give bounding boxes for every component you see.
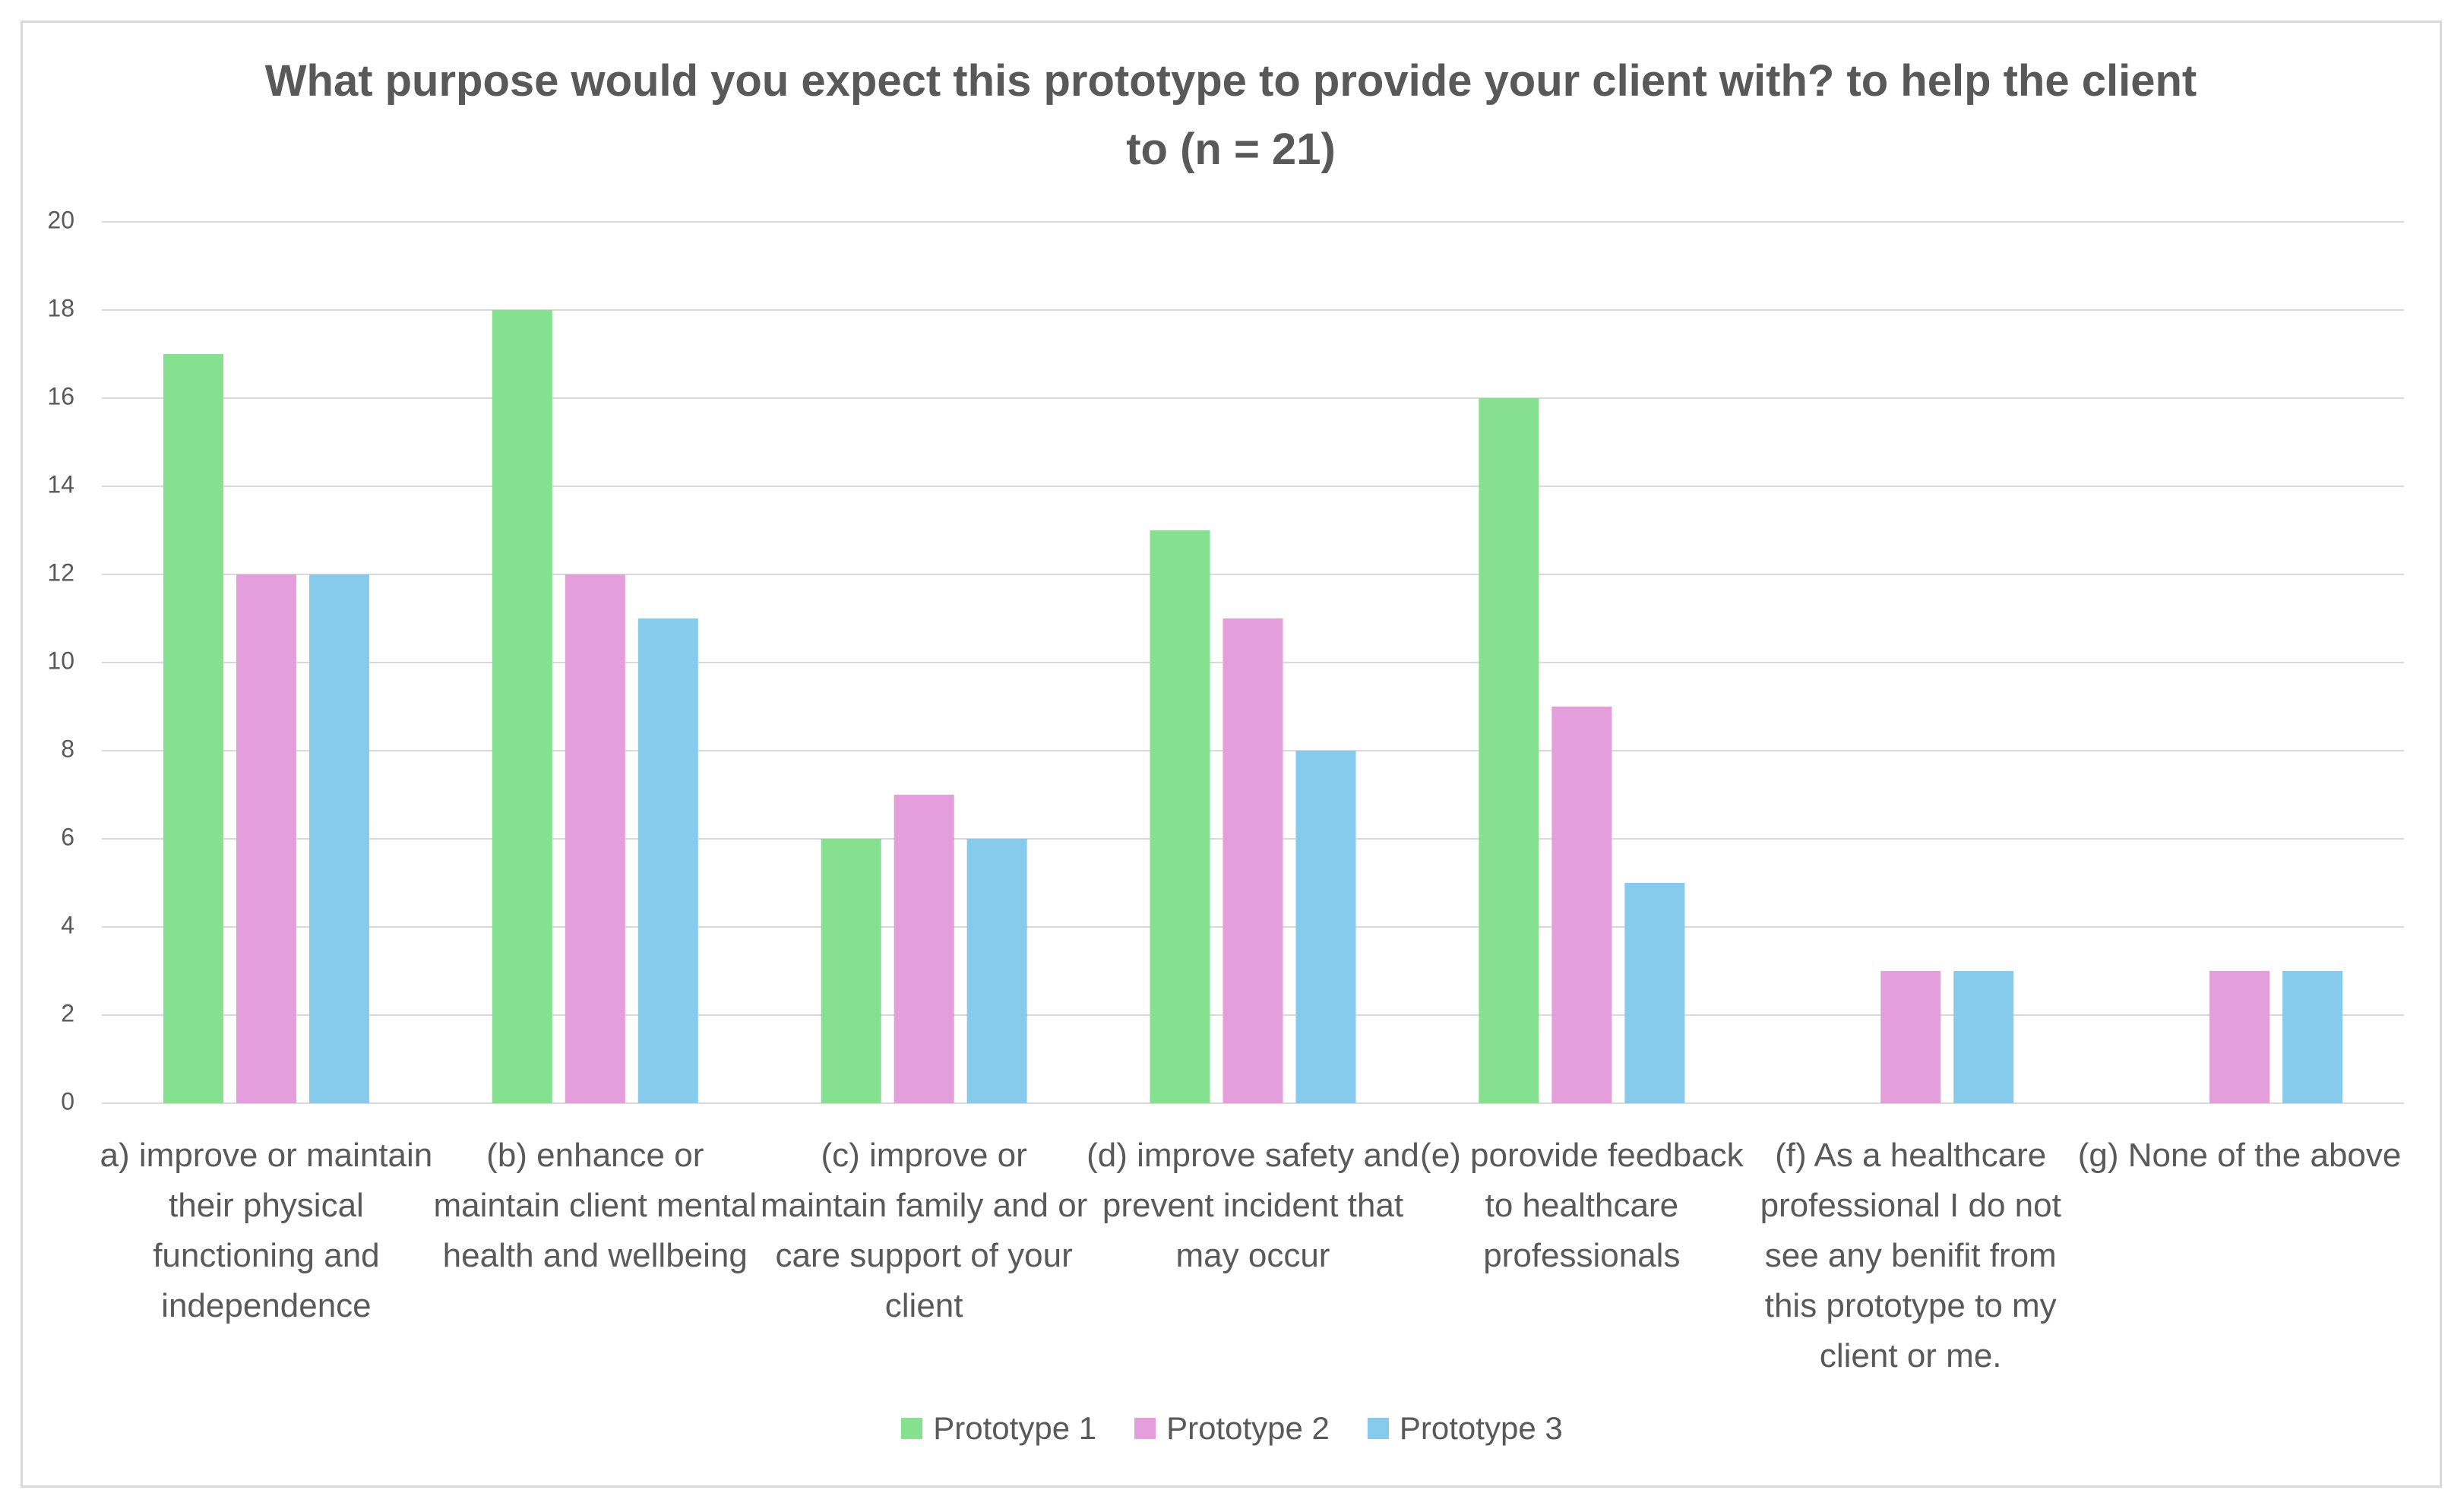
bar [1624, 883, 1685, 1103]
y-tick-label: 18 [47, 294, 74, 321]
legend-item: Prototype 3 [1367, 1410, 1563, 1447]
x-tick-label: a) improve or maintain their physical fu… [100, 1137, 433, 1324]
x-tick-label: (f) As a healthcare professional I do no… [1760, 1137, 2061, 1374]
bar [1150, 530, 1210, 1103]
legend-swatch [901, 1418, 923, 1439]
legend-label: Prototype 1 [933, 1410, 1097, 1446]
x-tick-label: (g) None of the above [2077, 1137, 2402, 1174]
bar [565, 574, 625, 1103]
bar [1479, 398, 1539, 1103]
bar [966, 839, 1027, 1103]
bar [1295, 751, 1356, 1103]
bar [821, 839, 881, 1103]
y-tick-label: 0 [61, 1087, 74, 1115]
y-tick-label: 8 [61, 735, 74, 762]
y-tick-label: 4 [61, 911, 74, 938]
x-tick-label: (d) improve safety and prevent incident … [1087, 1137, 1419, 1274]
chart-title: What purpose would you expect this proto… [264, 56, 2197, 174]
y-tick-label: 14 [47, 470, 74, 498]
legend-item: Prototype 1 [901, 1410, 1096, 1447]
bar [1223, 618, 1283, 1103]
legend: Prototype 1 Prototype 2 Prototype 3 [0, 1410, 2464, 1447]
legend-item: Prototype 2 [1134, 1410, 1330, 1447]
bar [637, 618, 698, 1103]
y-tick-label: 2 [61, 999, 74, 1026]
legend-label: Prototype 3 [1399, 1410, 1563, 1446]
bar [2282, 971, 2343, 1103]
bar [2209, 971, 2270, 1103]
bar [163, 354, 223, 1103]
y-tick-label: 6 [61, 823, 74, 850]
bar [1953, 971, 2014, 1103]
chart-border [21, 21, 2442, 1488]
y-tick-label: 12 [47, 558, 74, 586]
legend-label: Prototype 2 [1166, 1410, 1330, 1446]
x-tick-label: (e) porovide feedback to healthcare prof… [1420, 1137, 1744, 1274]
y-tick-label: 20 [47, 206, 74, 233]
bar [1880, 971, 1941, 1103]
y-tick-label: 10 [47, 647, 74, 674]
bar [236, 574, 296, 1103]
bar [1551, 707, 1612, 1103]
x-tick-label: (b) enhance or maintain client mental he… [433, 1137, 758, 1274]
bar [492, 310, 552, 1103]
legend-swatch [1367, 1418, 1389, 1439]
x-tick-label: (c) improve or maintain family and or ca… [760, 1137, 1088, 1324]
bar [308, 574, 369, 1103]
legend-swatch [1134, 1418, 1156, 1439]
y-tick-label: 16 [47, 382, 74, 410]
bar [894, 795, 954, 1103]
